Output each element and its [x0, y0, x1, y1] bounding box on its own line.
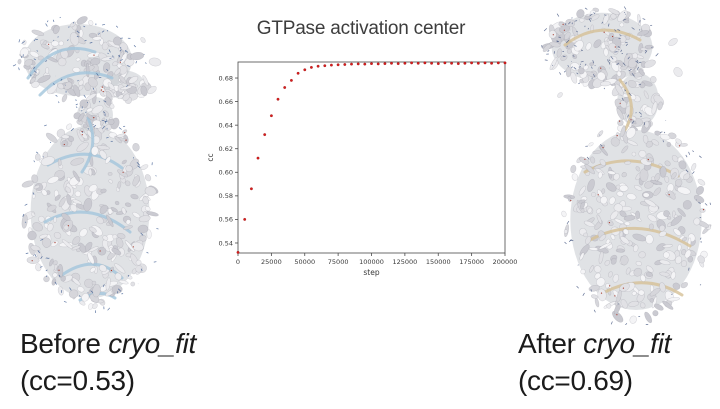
data-point: [443, 61, 447, 65]
data-point: [296, 71, 300, 75]
data-point: [490, 61, 494, 65]
data-point: [463, 61, 467, 65]
after-caption: After cryo_fit (cc=0.69): [518, 325, 671, 399]
data-point: [483, 61, 487, 65]
data-point: [503, 61, 507, 65]
data-point: [496, 61, 500, 65]
before-caption: Before cryo_fit (cc=0.53): [20, 325, 196, 399]
data-point: [376, 62, 380, 66]
data-point: [383, 62, 387, 66]
data-points: [236, 61, 507, 254]
data-point: [276, 97, 280, 101]
data-point: [356, 62, 360, 66]
x-axis: 0 25000 50000 75000 100000 125000 150000 175000…: [236, 253, 517, 277]
chart-title: GTPase activation center: [256, 18, 466, 39]
y-tick-label: 0.58: [219, 192, 233, 200]
data-point: [336, 63, 340, 67]
x-tick-label: 75000: [328, 258, 349, 266]
x-tick-label: 200000: [493, 258, 517, 266]
data-point: [350, 62, 353, 66]
before-cc-value: (cc=0.53): [20, 365, 135, 396]
data-point: [243, 217, 247, 221]
density-blobs-top: [557, 38, 710, 324]
y-axis-label: cc: [206, 153, 215, 161]
data-point: [283, 86, 287, 89]
x-tick-label: 125000: [392, 258, 417, 266]
chart-frame: [237, 61, 506, 254]
data-point: [450, 61, 454, 65]
x-tick-label: 50000: [294, 258, 315, 266]
before-caption-line1: Before cryo_fit: [20, 325, 196, 362]
data-point: [470, 61, 474, 65]
x-tick-label: 175000: [459, 258, 484, 266]
program-name: cryo_fit: [583, 328, 671, 359]
data-point: [403, 61, 407, 65]
data-point: [416, 61, 420, 65]
atomic-sticks: [12, 16, 159, 314]
x-tick-label: 100000: [359, 258, 384, 266]
y-tick-label: 0.56: [219, 216, 233, 224]
data-point: [250, 187, 253, 191]
cryo-em-map-before-image: [12, 16, 162, 314]
x-tick-label: 150000: [426, 258, 451, 266]
y-tick-label: 0.64: [219, 121, 233, 129]
y-tick-label: 0.62: [219, 145, 233, 153]
data-point: [310, 65, 313, 69]
data-point: [436, 62, 440, 66]
density-blobs: [541, 7, 712, 323]
x-tick-label: 0: [236, 258, 240, 266]
data-point: [396, 62, 400, 66]
data-point: [323, 64, 327, 68]
y-tick-label: 0.66: [219, 98, 233, 106]
data-point: [256, 156, 260, 160]
data-point: [330, 63, 333, 67]
cryo-em-map-after-image: [541, 6, 712, 325]
y-tick-label: 0.68: [219, 74, 233, 82]
x-tick-label: 25000: [261, 258, 282, 266]
cc-vs-step-scatter-chart: 0 25000 50000 75000 100000 125000 150000 175000…: [206, 61, 517, 277]
program-name: cryo_fit: [108, 328, 197, 359]
data-point: [430, 61, 434, 65]
after-label-prefix: After: [518, 328, 584, 359]
after-cc-value: (cc=0.69): [518, 365, 633, 396]
data-point: [263, 133, 267, 136]
data-point: [370, 62, 373, 66]
data-point: [316, 64, 320, 68]
data-point: [390, 61, 393, 65]
data-point: [236, 250, 240, 254]
data-point: [363, 62, 367, 66]
atomic-sticks: [541, 6, 711, 325]
data-point: [476, 61, 480, 65]
data-point: [410, 61, 414, 65]
y-axis: 0.54 0.56 0.58 0.60 0.62 0.64 0.66 0.68 cc: [206, 74, 238, 247]
data-point: [290, 79, 293, 82]
data-point: [343, 63, 347, 66]
data-point: [270, 114, 273, 118]
density-blobs-top: [21, 37, 162, 310]
x-axis-label: step: [363, 268, 379, 277]
before-label-prefix: Before: [20, 328, 109, 359]
y-tick-label: 0.54: [219, 239, 233, 247]
data-point: [456, 62, 460, 66]
data-point: [303, 68, 307, 72]
y-tick-label: 0.60: [219, 169, 233, 177]
after-caption-line1: After cryo_fit: [518, 325, 671, 362]
data-point: [423, 61, 427, 65]
